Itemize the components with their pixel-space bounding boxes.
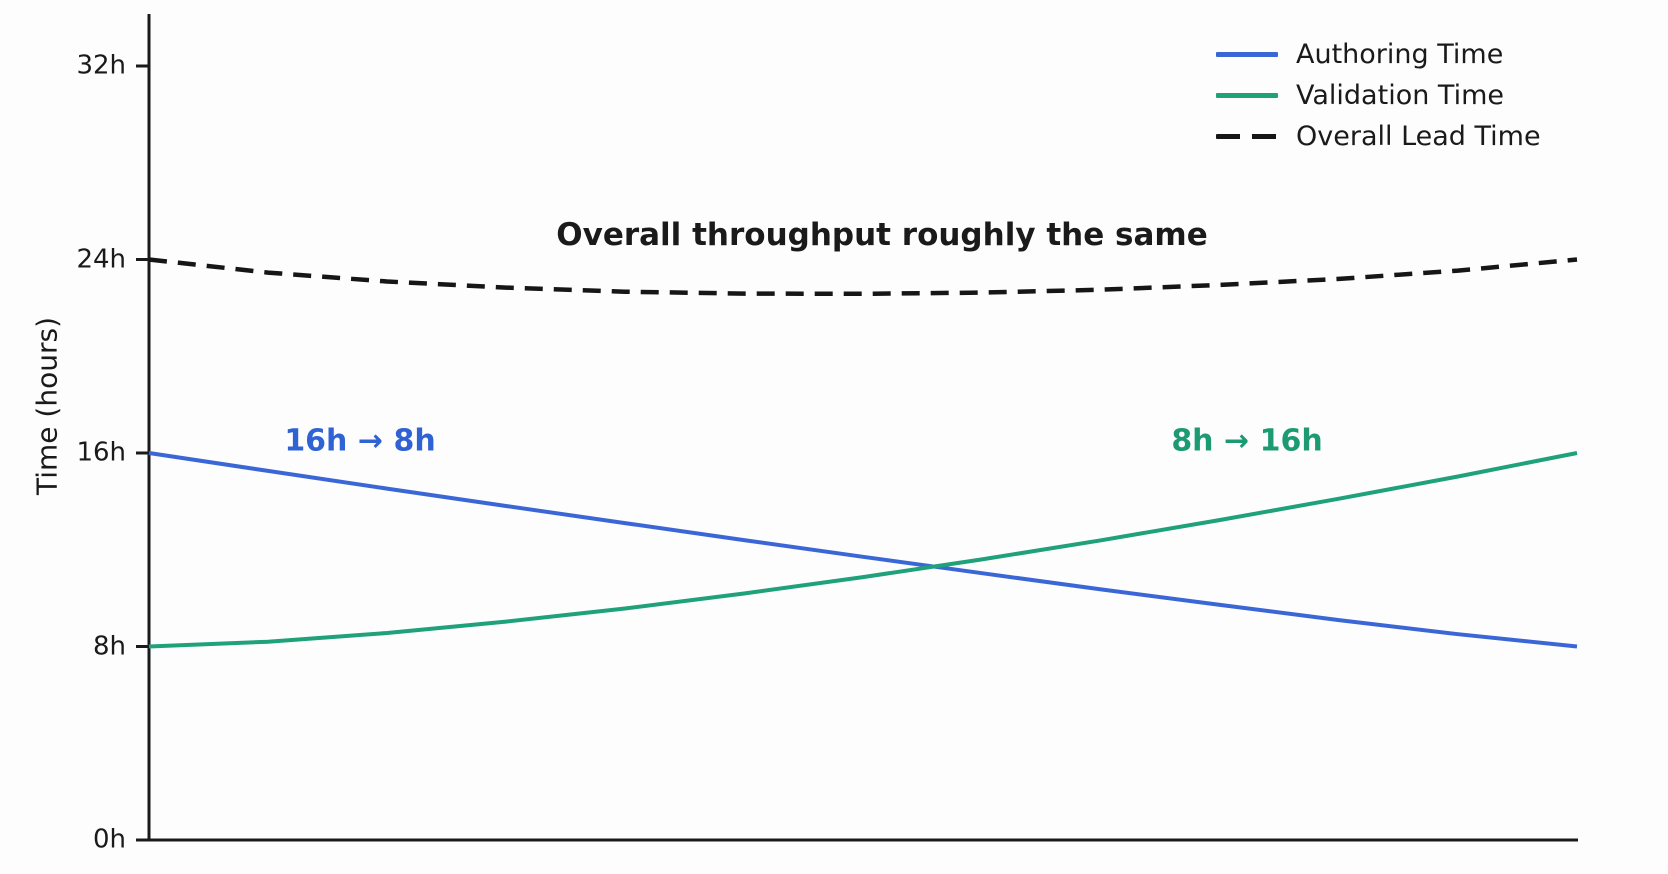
legend-item-overall-lead-time: Overall Lead Time: [1216, 116, 1541, 157]
legend-item-authoring-time: Authoring Time: [1216, 34, 1541, 75]
annotation-authoring-shift: 16h → 8h: [284, 423, 436, 459]
legend-item-label: Authoring Time: [1296, 39, 1504, 70]
y-tick-label-0h: 0h: [92, 824, 126, 855]
y-tick-label-16h: 16h: [76, 437, 126, 468]
legend-line-swatch-lead-time: [1216, 134, 1278, 139]
legend-item-validation-time: Validation Time: [1216, 75, 1541, 116]
legend-line-swatch-authoring: [1216, 52, 1278, 57]
legend-line-swatch-validation: [1216, 93, 1278, 98]
legend: Authoring Time Validation Time Overall L…: [1216, 34, 1541, 157]
annotation-throughput-note: Overall throughput roughly the same: [556, 217, 1208, 253]
series-line-overall-lead-time: [148, 257, 1578, 297]
annotation-validation-shift: 8h → 16h: [1171, 423, 1323, 459]
y-tick-label-8h: 8h: [92, 631, 126, 662]
y-tick-label-32h: 32h: [76, 50, 126, 81]
series-line-validation-time: [148, 451, 1578, 649]
y-axis-title: Time (hours): [30, 317, 64, 495]
legend-item-label: Overall Lead Time: [1296, 121, 1541, 152]
y-tick-label-24h: 24h: [76, 244, 126, 275]
series-line-authoring-time: [148, 451, 1578, 649]
legend-item-label: Validation Time: [1296, 80, 1504, 111]
